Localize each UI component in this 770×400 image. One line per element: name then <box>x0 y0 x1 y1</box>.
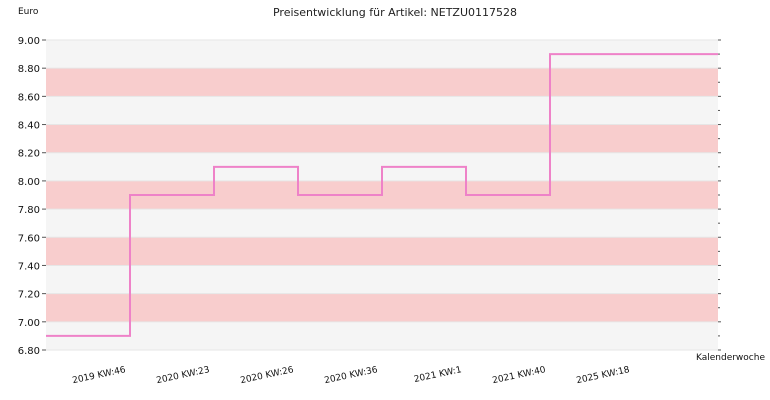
x-tick-label: 2019 KW:46 <box>72 365 127 386</box>
x-axis-label: Kalenderwoche <box>696 353 765 363</box>
x-tick-label: 2021 KW:1 <box>413 365 463 385</box>
background-band <box>46 209 718 238</box>
price-series <box>46 53 718 337</box>
x-tick-label: 2025 KW:18 <box>576 365 631 386</box>
background-band <box>46 96 718 125</box>
background-band <box>46 68 718 97</box>
y-tick-label: 7.40 <box>18 261 40 272</box>
x-tick-label: 2020 KW:36 <box>324 365 379 386</box>
y-tick-label: 7.80 <box>18 205 40 216</box>
y-axis-ticks: 6.80 7.00 7.20 7.40 7.60 7.80 8.00 8.20 8.40 8.60… <box>18 36 721 357</box>
y-tick-label: 8.20 <box>18 149 40 160</box>
x-tick-label: 2021 KW:40 <box>492 365 547 386</box>
y-axis-label: Euro <box>18 7 39 17</box>
y-tick-label: 7.60 <box>18 233 40 244</box>
background-band <box>46 237 718 266</box>
background-band <box>46 321 718 350</box>
chart-title: Preisentwicklung für Artikel: NETZU01175… <box>273 6 517 19</box>
y-tick-label: 6.80 <box>18 346 40 357</box>
x-tick-label: 2020 KW:23 <box>156 365 211 386</box>
x-axis-ticks: 2019 KW:46 2020 KW:23 2020 KW:26 2020 KW:36… <box>72 365 631 386</box>
x-tick-label: 2020 KW:26 <box>240 365 295 386</box>
y-tick-label: 7.00 <box>18 318 40 329</box>
y-tick-label: 7.20 <box>18 290 40 301</box>
background-band <box>46 293 718 322</box>
background-band <box>46 124 718 153</box>
background-bands <box>46 40 718 350</box>
y-tick-label: 8.80 <box>18 64 40 75</box>
y-tick-label: 9.00 <box>18 36 40 47</box>
series-line <box>46 53 718 337</box>
y-tick-label: 8.40 <box>18 121 40 132</box>
y-tick-label: 8.00 <box>18 177 40 188</box>
background-band <box>46 265 718 294</box>
grid-lines <box>46 39 718 351</box>
y-tick-label: 8.60 <box>18 92 40 103</box>
